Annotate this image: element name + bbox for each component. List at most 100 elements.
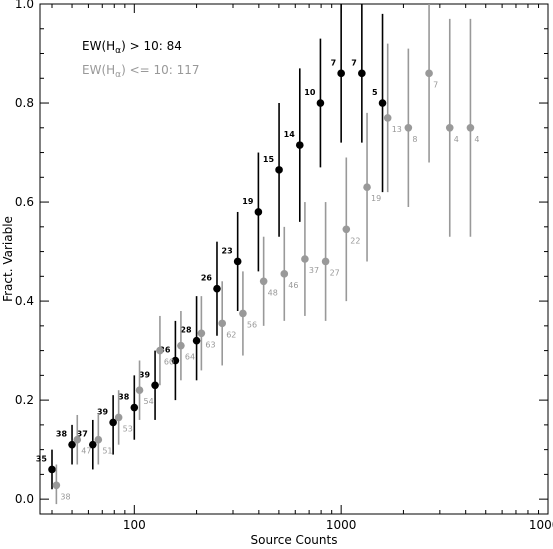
point-count-label: 35	[36, 454, 48, 463]
point-count-label: 22	[350, 236, 360, 245]
data-point	[301, 255, 309, 263]
point-count-label: 4	[474, 135, 479, 144]
point-count-label: 54	[144, 397, 154, 406]
data-point	[275, 166, 283, 174]
data-point	[259, 277, 268, 286]
point-count-label: 7	[351, 58, 357, 67]
point-count-label: 7	[433, 80, 438, 89]
point-count-label: 10	[304, 88, 316, 97]
point-count-label: 23	[222, 246, 233, 255]
point-count-label: 7	[331, 58, 337, 67]
point-count-label: 60	[164, 358, 174, 367]
data-point	[378, 99, 387, 107]
legend-label-subscript: α	[115, 46, 121, 56]
point-count-label: 64	[185, 353, 195, 362]
x-tick-label: 1000	[326, 518, 357, 532]
point-count-label: 38	[60, 492, 70, 501]
data-point	[213, 284, 221, 293]
point-count-label: 48	[268, 288, 278, 297]
data-point	[404, 123, 413, 132]
legend-label-main: EW(H	[82, 39, 115, 53]
data-point	[151, 381, 159, 390]
data-point	[177, 341, 185, 350]
point-count-label: 8	[412, 135, 417, 144]
point-count-label: 53	[123, 424, 133, 433]
data-point	[130, 403, 139, 412]
point-count-label: 39	[97, 407, 109, 416]
y-tick-label: 0.4	[15, 294, 34, 308]
point-count-label: 46	[288, 281, 298, 290]
point-count-label: 14	[284, 130, 296, 139]
data-point	[239, 309, 247, 318]
point-count-label: 62	[226, 330, 236, 339]
data-point	[48, 465, 56, 474]
legend-entry: EW(Hα) > 10: 84	[82, 39, 182, 56]
point-count-label: 5	[372, 88, 378, 97]
point-count-label: 38	[56, 430, 68, 439]
legend-entry: EW(Hα) <= 10: 117	[82, 63, 200, 80]
data-point	[316, 99, 325, 107]
y-tick-label: 0.2	[15, 393, 34, 407]
point-count-label: 36	[159, 346, 171, 355]
data-point	[466, 123, 475, 132]
data-point	[197, 329, 206, 338]
point-count-label: 27	[330, 268, 340, 277]
data-point	[68, 440, 76, 449]
data-point	[445, 123, 454, 132]
point-count-label: 15	[263, 155, 275, 164]
y-tick-label: 0.0	[15, 492, 34, 506]
point-count-label: 37	[309, 266, 319, 275]
y-tick-label: 0.8	[15, 96, 34, 110]
data-point	[295, 141, 304, 149]
data-point	[73, 435, 82, 444]
plot-frame	[39, 3, 549, 515]
point-count-label: 28	[180, 326, 192, 335]
point-count-label: 63	[205, 340, 215, 349]
point-count-label: 19	[242, 197, 254, 206]
data-point	[52, 481, 61, 490]
data-point	[425, 69, 433, 78]
legend-label-rest: ) <= 10: 117	[121, 63, 199, 77]
data-point	[89, 440, 97, 449]
data-point	[280, 270, 289, 278]
data-point	[321, 257, 330, 266]
point-count-label: 4	[454, 135, 459, 144]
series-low-ew: 38 47 51 53 54 60 64 63 62 56 48 46 37 27 22 19 13 8 7 4 4	[52, 4, 480, 505]
point-count-label: 51	[102, 447, 112, 456]
point-count-label: 56	[247, 320, 257, 329]
data-point	[233, 257, 242, 266]
data-point	[109, 418, 117, 427]
data-point	[363, 183, 371, 192]
data-point	[383, 114, 392, 122]
axes-layer: 0.0 0.2 0.4 0.6 0.8 1.0 100 1000 10000	[15, 0, 553, 532]
data-point	[337, 69, 345, 78]
point-count-label: 37	[77, 430, 88, 439]
data-point	[135, 386, 144, 395]
point-count-label: 13	[392, 125, 402, 134]
legend-label-main: EW(H	[82, 63, 115, 77]
data-point	[358, 69, 366, 78]
legend-label-rest: ) > 10: 84	[121, 39, 182, 53]
point-count-label: 38	[118, 393, 130, 402]
data-point	[192, 336, 201, 345]
x-axis-title: Source Counts	[251, 533, 338, 547]
series-high-ew: 35 38 37 39 38 39 36 28 26 23 19 15 14 10 7 7 5	[36, 4, 387, 490]
data-point	[94, 435, 103, 444]
x-tick-label: 100	[123, 518, 146, 532]
point-count-label: 47	[81, 447, 91, 456]
point-count-label: 19	[371, 194, 381, 203]
point-count-label: 39	[139, 370, 151, 379]
data-point	[171, 356, 180, 365]
x-tick-label: 10000	[529, 518, 553, 532]
data-point	[218, 319, 226, 328]
point-count-label: 26	[201, 274, 213, 283]
data-point	[156, 346, 164, 355]
y-axis-title: Fract. Variable	[1, 216, 15, 302]
y-tick-label: 0.6	[15, 195, 34, 209]
legend-label-subscript: α	[115, 70, 121, 80]
data-point	[342, 225, 351, 234]
data-point	[254, 208, 263, 216]
